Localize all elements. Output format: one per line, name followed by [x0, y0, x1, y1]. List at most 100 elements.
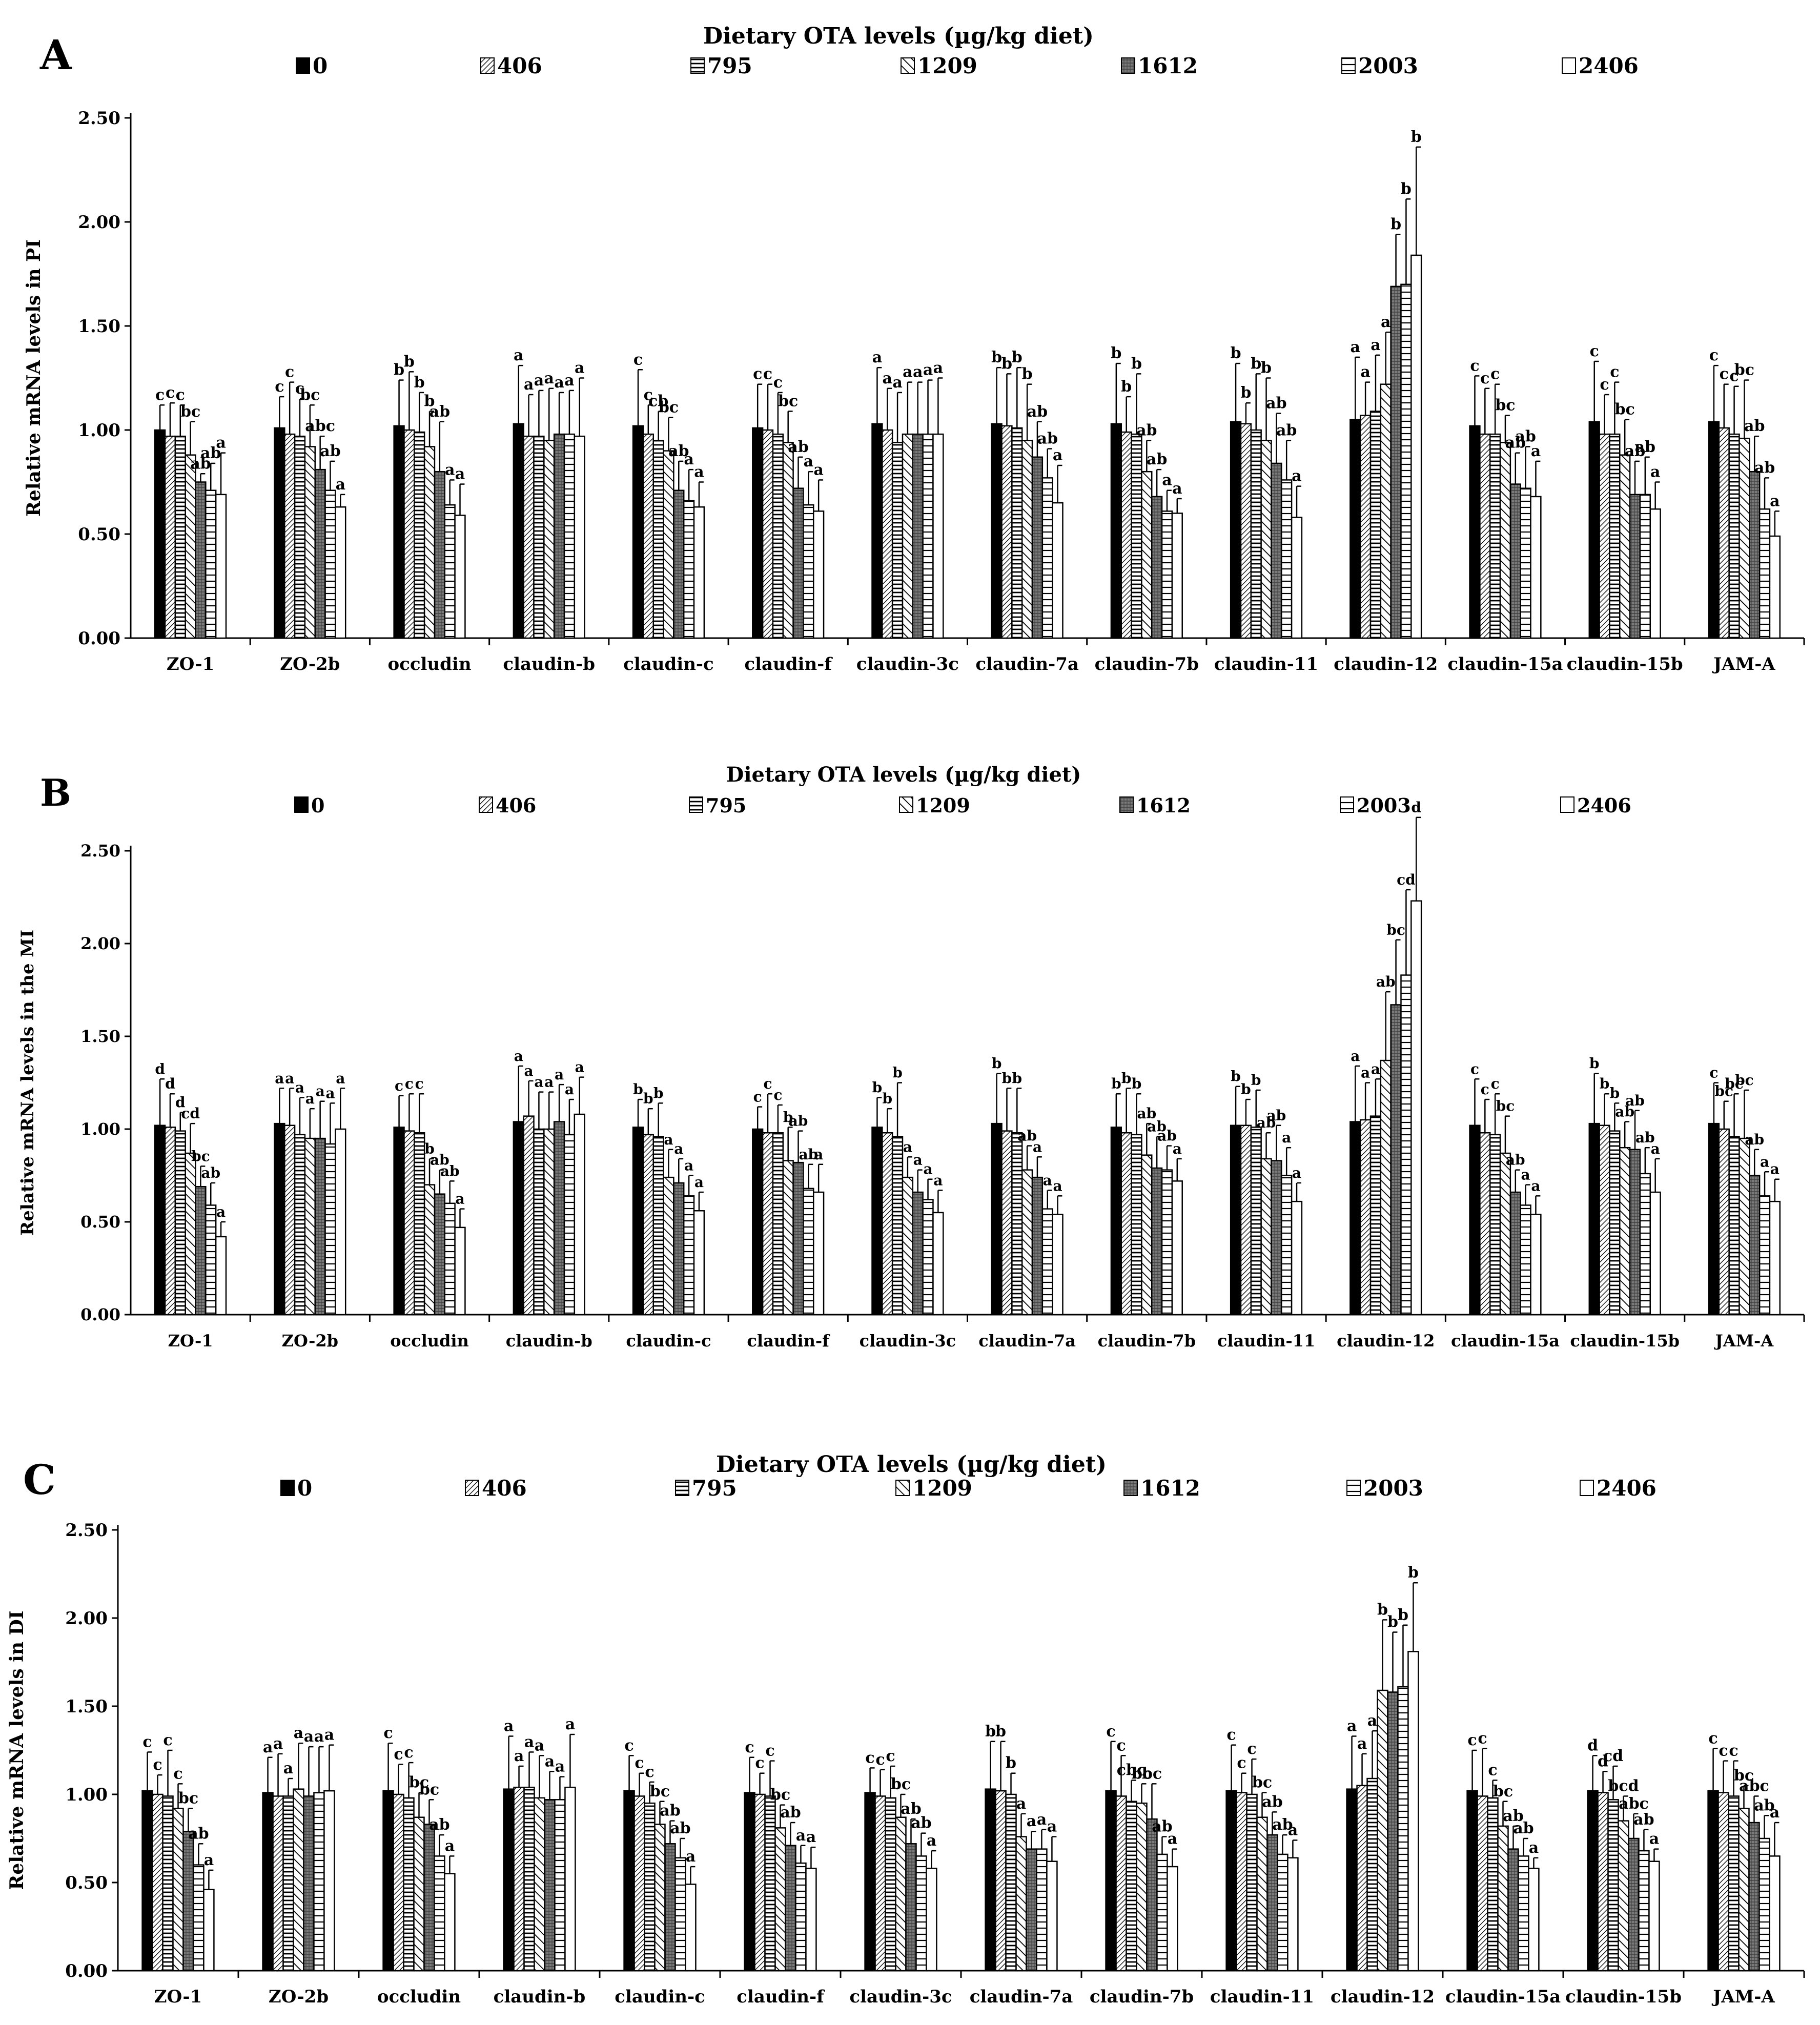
significance-letter: bc [1734, 1767, 1754, 1785]
significance-letter: c [1226, 1726, 1236, 1744]
bar-claudin-15b-2003 [1639, 1173, 1651, 1316]
x-category-label: claudin-f [737, 1987, 825, 2007]
bar-claudin-c-2003 [674, 1857, 686, 1972]
bar-claudin-c-2406 [693, 1210, 705, 1316]
x-category-label: JAM-A [1714, 1331, 1774, 1351]
bar-claudin-15b-0 [1587, 1790, 1599, 1972]
significance-letter: bc [300, 386, 320, 404]
significance-letter: ab [1625, 1092, 1645, 1109]
significance-letter: a [1531, 442, 1541, 460]
significance-letter: a [1650, 463, 1660, 481]
significance-letter: a [1770, 492, 1780, 510]
bar-claudin-f-795 [772, 433, 784, 639]
significance-letter: bc [1252, 1774, 1272, 1792]
x-category-label: claudin-3c [849, 1987, 952, 2007]
significance-letter: a [1351, 1048, 1360, 1065]
significance-letter: a [204, 1851, 214, 1869]
bar-occludin-0 [382, 1790, 394, 1972]
bar-ZO-1-0 [154, 1124, 166, 1316]
bar-claudin-3c-1209 [902, 1176, 914, 1316]
significance-letter: ab [1147, 451, 1167, 468]
x-category-label: ZO-2b [282, 1331, 338, 1351]
bar-claudin-7a-2406 [1052, 1214, 1064, 1316]
bar-occludin-406 [403, 429, 415, 639]
bar-claudin-b-795 [523, 1786, 535, 1972]
significance-letter: c [405, 1075, 414, 1092]
legend-label-406: 406 [482, 1476, 527, 1501]
y-axis-label: Relative mRNA levels in PI [23, 239, 45, 517]
bar-claudin-7b-795 [1126, 1801, 1137, 1972]
significance-letter: c [1481, 1081, 1489, 1098]
bar-claudin-7a-795 [1011, 1132, 1023, 1316]
significance-letter: ab [780, 1804, 801, 1822]
bar-ZO-1-795 [174, 1130, 186, 1316]
bar-claudin-7b-406 [1120, 431, 1132, 639]
significance-letter: c [1719, 1742, 1728, 1760]
y-tick-label: 0.50 [78, 524, 120, 545]
bar-claudin-7b-2003 [1161, 1169, 1173, 1316]
significance-letter: ab [200, 444, 221, 462]
bar-claudin-7a-795 [1011, 427, 1023, 639]
bar-claudin-11-1612 [1266, 1834, 1278, 1972]
bar-ZO-2b-1209 [293, 1788, 304, 1972]
legend-swatch-1209 [899, 796, 913, 813]
bar-claudin-11-1612 [1271, 1160, 1282, 1316]
bar-claudin-f-1209 [782, 1160, 794, 1316]
bar-claudin-c-2003 [683, 1195, 695, 1316]
significance-letter: abc [305, 417, 335, 435]
x-category-label: claudin-11 [1210, 1987, 1314, 2007]
significance-letter: c [1467, 1731, 1477, 1749]
significance-letter: a [305, 1090, 315, 1107]
bar-claudin-b-2406 [574, 435, 585, 639]
y-tick-label: 1.50 [80, 1027, 120, 1046]
significance-letter: c [415, 1075, 424, 1092]
significance-letter: b [1589, 1055, 1600, 1072]
y-tick-label: 1.00 [78, 420, 120, 441]
significance-letter: d [175, 1094, 186, 1111]
significance-letter: b [1401, 180, 1412, 198]
significance-letter: a [927, 1832, 936, 1850]
bar-claudin-15b-1209 [1619, 454, 1631, 639]
significance-letter: a [514, 346, 523, 364]
bar-occludin-1612 [434, 1193, 446, 1316]
significance-letter: b [992, 1055, 1002, 1072]
significance-letter: ab [1266, 395, 1286, 413]
bar-claudin-15b-1209 [1618, 1820, 1629, 1972]
bar-chart: 0.00 0.50 1.00 1.50 2.00 2.50 Relative mRNA le… [17, 799, 1805, 1351]
bar-claudin-12-1612 [1390, 1004, 1402, 1316]
bar-occludin-406 [393, 1793, 404, 1972]
legend-swatch-2406 [1580, 1480, 1594, 1496]
bar-claudin-15b-795 [1607, 1799, 1619, 1972]
significance-letter: a [445, 1837, 455, 1855]
significance-letter: b [892, 1065, 903, 1081]
significance-letter: b [1408, 1564, 1419, 1582]
bar-claudin-7b-1209 [1136, 1802, 1148, 1972]
bar-claudin-12-406 [1359, 1119, 1372, 1316]
significance-letter: a [524, 1733, 534, 1751]
significance-letter: bc [1615, 401, 1635, 419]
legend: 0 406 795 1209 1612 2003 2406 [294, 794, 1631, 817]
significance-letter: c [1106, 1723, 1115, 1741]
bar-claudin-c-2003 [683, 500, 695, 639]
y-tick-label: 2.00 [65, 1608, 108, 1629]
significance-letter: a [316, 1083, 325, 1100]
panel-a: A Dietary OTA levels (µg/kg diet) 0 406 79… [23, 23, 1805, 674]
significance-letter: ab [1625, 442, 1645, 460]
legend-swatch-1209 [895, 1480, 910, 1496]
significance-letter: a [1347, 1717, 1357, 1735]
legend-swatch-0 [294, 796, 309, 813]
bar-claudin-b-0 [513, 1121, 524, 1316]
bar-claudin-7b-1612 [1151, 1167, 1163, 1316]
significance-letter: a [933, 1172, 943, 1189]
bar-JAM-A-795 [1728, 1795, 1740, 1972]
bar-claudin-7b-1612 [1146, 1818, 1158, 1972]
significance-letter: ab [1754, 459, 1775, 477]
bar-claudin-12-1209 [1377, 1689, 1388, 1972]
significance-letter: a [544, 370, 554, 387]
x-category-label: ZO-2b [280, 654, 340, 674]
bar-JAM-A-406 [1718, 1128, 1730, 1316]
significance-letter: a [294, 1724, 303, 1742]
bar-claudin-f-1612 [785, 1845, 796, 1972]
bar-ZO-1-406 [164, 1127, 176, 1316]
bar-claudin-c-795 [652, 1136, 664, 1316]
